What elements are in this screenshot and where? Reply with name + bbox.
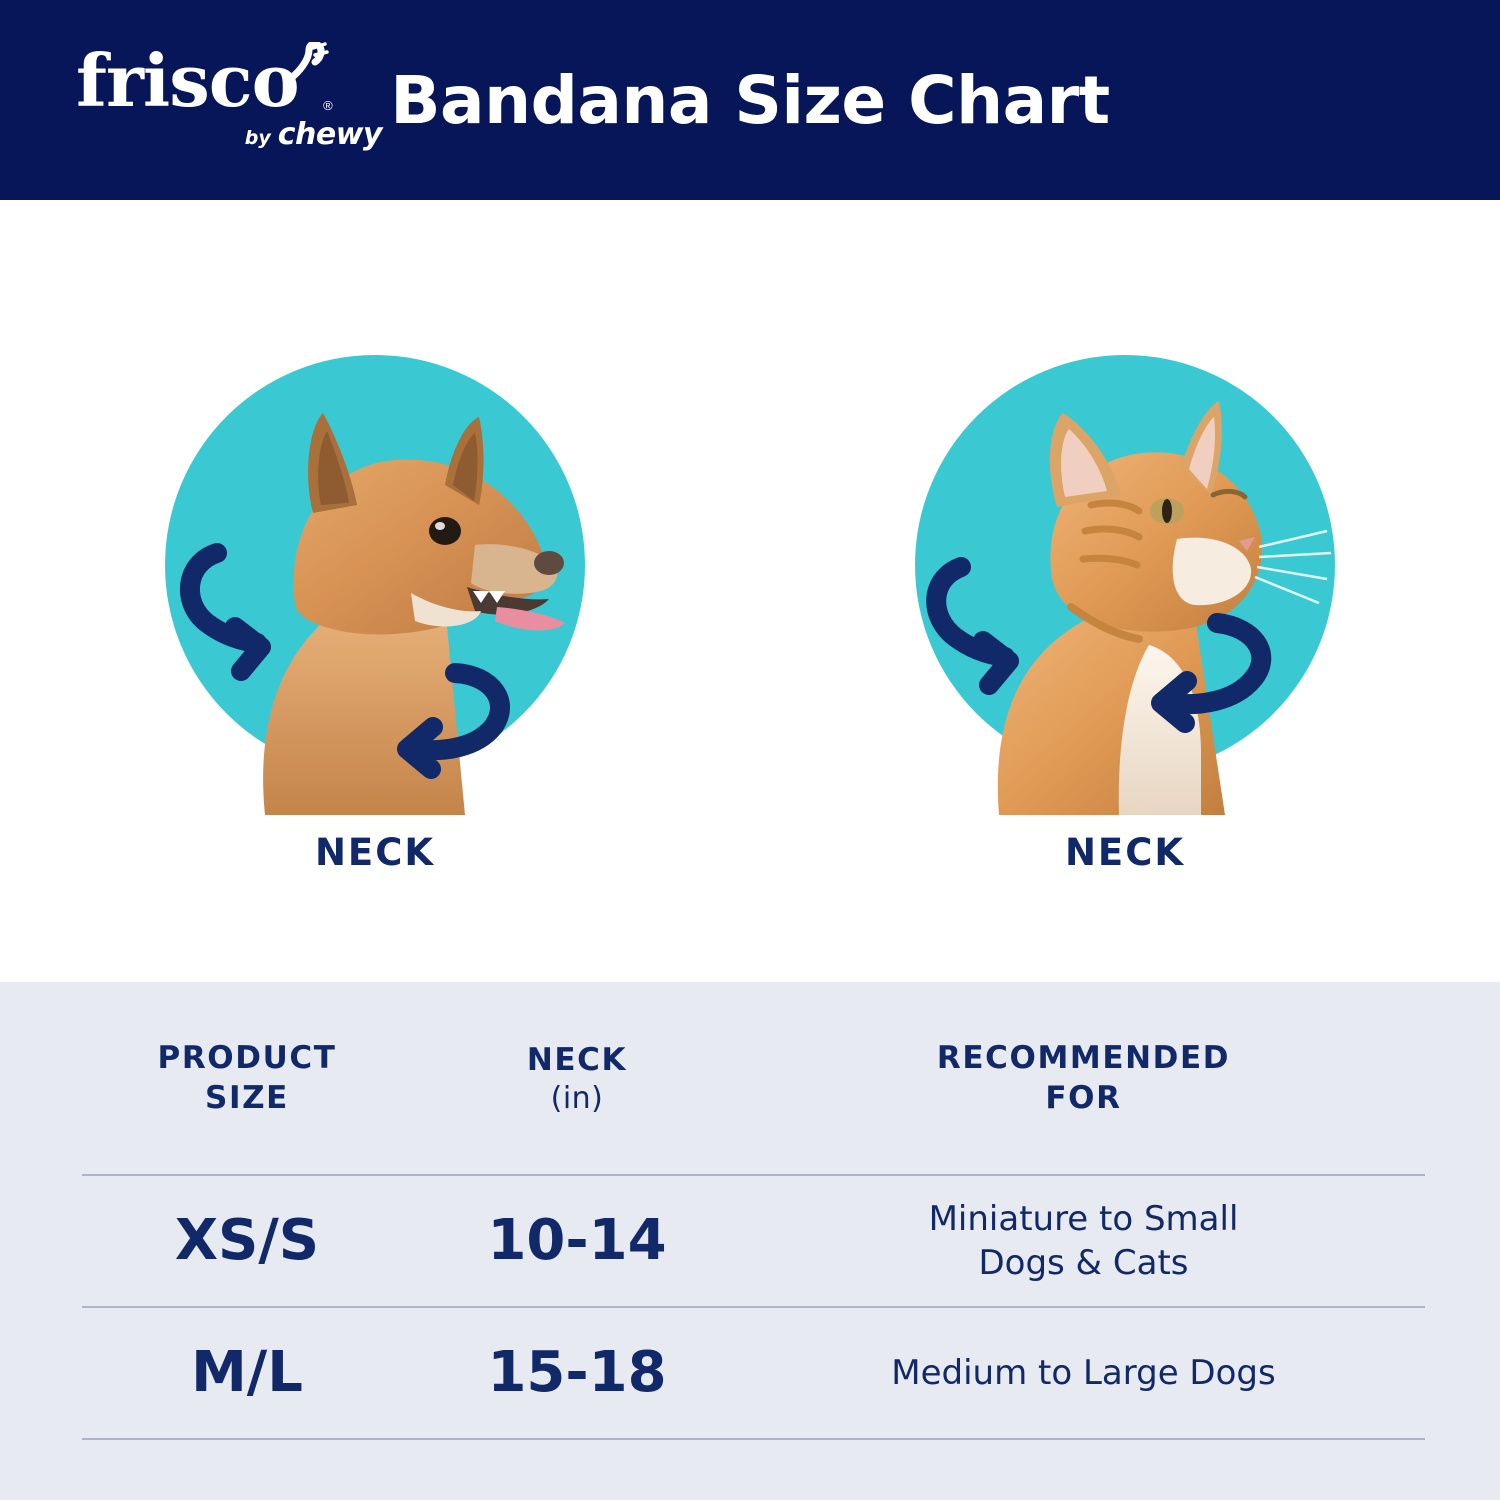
- dog-head-photo: [179, 413, 565, 815]
- size-chart-table: PRODUCT SIZE NECK (in) RECOMMENDED FOR: [0, 982, 1500, 1500]
- table-divider: [82, 1174, 1425, 1176]
- table-header-row: PRODUCT SIZE NECK (in) RECOMMENDED FOR: [82, 982, 1425, 1174]
- header-bar: frisco ® by chewy Bandana Size Chart: [0, 0, 1500, 200]
- cat-panel: NECK: [750, 200, 1500, 982]
- column-header-recommended-for: RECOMMENDED FOR: [742, 1038, 1425, 1119]
- cell-neck-range: 15-18: [487, 1340, 667, 1405]
- dog-neck-label: NECK: [314, 831, 436, 874]
- column-header-neck-units: (in): [550, 1080, 604, 1116]
- brand-wordmark: frisco: [76, 38, 300, 124]
- cell-recommended-line1: Miniature to Small: [928, 1198, 1239, 1239]
- table-divider: [82, 1306, 1425, 1308]
- cell-recommended-line1: Medium to Large Dogs: [891, 1352, 1276, 1393]
- column-header-neck: NECK (in): [412, 1040, 742, 1115]
- cat-neck-label: NECK: [1064, 831, 1186, 874]
- column-header-product-size: PRODUCT SIZE: [82, 1038, 412, 1119]
- cell-product-size: XS/S: [174, 1208, 320, 1273]
- dog-neck-measure-arrows: [179, 543, 510, 779]
- dog-panel: NECK: [0, 200, 750, 982]
- brand-chewy-wordmark: chewy: [277, 116, 383, 152]
- table-divider: [82, 1438, 1425, 1440]
- table-row: XS/S 10-14 Miniature to Small Dogs & Cat…: [82, 1176, 1425, 1306]
- cat-tail-icon: [287, 42, 329, 82]
- column-header-recommended-line2: FOR: [1045, 1080, 1122, 1116]
- brand-subline: by chewy: [244, 116, 383, 152]
- cell-recommended-for: Medium to Large Dogs: [742, 1351, 1425, 1395]
- cell-recommended-line2: Dogs & Cats: [978, 1243, 1189, 1283]
- cat-head-photo: [926, 401, 1332, 815]
- brand-wordmark-row: frisco ®: [76, 38, 333, 124]
- cat-neck-measure-arrows: [926, 557, 1272, 733]
- column-header-product-size-line1: PRODUCT: [157, 1039, 337, 1076]
- table-inner: PRODUCT SIZE NECK (in) RECOMMENDED FOR: [82, 982, 1425, 1440]
- brand-registered-mark: ®: [323, 97, 333, 113]
- brand-by-label: by: [244, 126, 271, 149]
- cell-recommended-for: Miniature to Small Dogs & Cats: [742, 1197, 1425, 1285]
- cell-product-size: M/L: [191, 1340, 303, 1405]
- table-row: M/L 15-18 Medium to Large Dogs: [82, 1308, 1425, 1438]
- cell-neck-range: 10-14: [487, 1208, 667, 1273]
- column-header-neck-line1: NECK: [526, 1042, 628, 1079]
- cat-figure: [895, 355, 1355, 815]
- frisco-by-chewy-logo: frisco ® by chewy: [76, 38, 383, 162]
- dog-figure: [145, 355, 605, 815]
- column-header-product-size-line2: SIZE: [205, 1080, 289, 1116]
- column-header-recommended-line1: RECOMMENDED: [936, 1039, 1231, 1076]
- illustration-area: NECK: [0, 200, 1500, 982]
